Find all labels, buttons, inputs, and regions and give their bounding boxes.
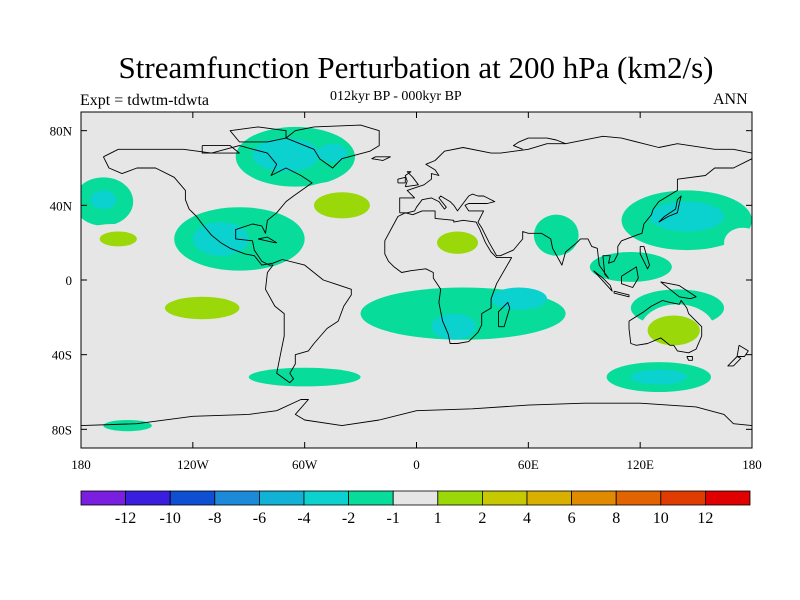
- x-tick-label-4: 60E: [518, 457, 539, 472]
- coastline-17: [660, 281, 697, 300]
- plot-title: Streamfunction Perturbation at 200 hPa (…: [118, 50, 714, 85]
- colorbar-label-9: 4: [523, 510, 531, 527]
- coastline-21: [81, 399, 752, 427]
- coastline-12: [658, 195, 682, 223]
- colorbar-box-2: [169, 490, 216, 506]
- field-region-2: [472, 134, 566, 165]
- field-region-31: [589, 251, 672, 282]
- field-region-39: [103, 420, 152, 432]
- colorbar-label-4: -4: [297, 510, 310, 527]
- colorbar-box-11: [571, 490, 617, 506]
- map-axes: 180 120W 60W 0 60E 120E 180 80N 40N 0 40S 80S: [50, 112, 762, 472]
- y-tick-label-0: 80N: [50, 124, 73, 139]
- coastline-16: [639, 245, 650, 270]
- field-region-18: [437, 231, 479, 254]
- coastline-5: [399, 135, 752, 279]
- field-region-12: [472, 156, 566, 191]
- colorbar-box-13: [660, 490, 706, 506]
- x-tick-label-1: 120W: [177, 457, 210, 472]
- colorbar-label-3: -6: [253, 510, 266, 527]
- field-region-35: [84, 339, 115, 370]
- coastline-1: [285, 124, 380, 169]
- x-tick-label-2: 60W: [292, 457, 318, 472]
- colorbar-label-11: 8: [612, 510, 620, 527]
- coastline-14: [613, 290, 630, 298]
- coastline-7: [498, 301, 511, 328]
- x-tick-label-0: 180: [71, 457, 91, 472]
- x-tick-label-3: 0: [413, 457, 420, 472]
- coastline-3: [229, 126, 287, 143]
- colorbar-box-14: [705, 490, 751, 506]
- streamfunction-field: [81, 126, 752, 432]
- field-region-32: [537, 321, 669, 359]
- colorbar: -12 -10 -8 -6 -4 -2 -1 1 2 4 6 8 10 12: [80, 490, 751, 527]
- colorbar-box-7: [392, 490, 439, 506]
- field-region-36: [248, 367, 361, 387]
- colorbar-label-1: -10: [160, 510, 181, 527]
- field-region-14: [99, 231, 137, 247]
- coastline-11: [727, 356, 742, 367]
- coastline-4: [201, 145, 240, 154]
- coastline-20: [258, 236, 278, 244]
- colorbar-label-10: 6: [568, 510, 576, 527]
- coastline-10: [736, 344, 749, 357]
- coastline-22: [512, 137, 566, 150]
- field-region-21: [649, 201, 725, 232]
- coastline-8: [628, 300, 703, 354]
- time-range-subtitle: 012kyr BP - 000kyr BP: [330, 89, 462, 104]
- coastlines: [81, 124, 752, 427]
- season-label: ANN: [713, 91, 748, 108]
- colorbar-label-13: 12: [697, 510, 713, 527]
- y-tick-label-2: 0: [66, 273, 73, 288]
- coastline-15: [621, 266, 639, 288]
- colorbar-label-8: 2: [478, 510, 486, 527]
- colorbar-box-9: [481, 490, 528, 506]
- field-region-8: [90, 190, 117, 210]
- colorbar-label-5: -2: [342, 510, 355, 527]
- field-region-25: [308, 274, 376, 305]
- colorbar-box-3: [214, 490, 260, 506]
- x-tick-label-5: 120E: [626, 457, 654, 472]
- field-region-10: [313, 192, 370, 219]
- colorbar-label-0: -12: [115, 510, 136, 527]
- field-region-16: [192, 222, 249, 256]
- coastline-19: [397, 176, 406, 184]
- field-region-11: [451, 177, 475, 193]
- coastline-0: [102, 145, 352, 384]
- colorbar-box-12: [615, 490, 662, 506]
- colorbar-box-6: [348, 490, 394, 506]
- colorbar-box-8: [437, 490, 483, 506]
- field-region-38: [630, 369, 687, 385]
- colorbar-box-5: [303, 490, 349, 506]
- coastline-6: [384, 210, 513, 344]
- coastline-2: [371, 156, 391, 161]
- coastline-18: [404, 171, 419, 188]
- colorbar-box-1: [125, 490, 171, 506]
- field-region-6: [317, 143, 348, 163]
- experiment-label: Expt = tdwtm-tdwta: [80, 92, 210, 109]
- colorbar-box-0: [80, 490, 126, 506]
- colorbar-box-10: [526, 490, 572, 506]
- field-region-26: [291, 304, 374, 338]
- x-tick-label-6: 180: [742, 457, 762, 472]
- coastline-13: [593, 270, 613, 292]
- y-tick-label-1: 40N: [50, 198, 73, 213]
- field-region-34: [647, 315, 700, 346]
- y-tick-label-3: 40S: [52, 348, 72, 363]
- coastline-9: [686, 356, 693, 361]
- field-region-5: [252, 138, 320, 172]
- y-tick-label-4: 80S: [52, 422, 72, 437]
- field-region-22: [724, 227, 752, 258]
- field-region-28: [431, 313, 477, 340]
- field-region-29: [491, 287, 547, 310]
- map-background: [81, 112, 752, 448]
- colorbar-label-12: 10: [653, 510, 669, 527]
- colorbar-label-6: -1: [387, 510, 400, 527]
- field-region-24: [164, 296, 240, 320]
- field-region-19: [533, 214, 579, 256]
- colorbar-box-4: [258, 490, 305, 506]
- colorbar-label-2: -8: [208, 510, 221, 527]
- colorbar-label-7: 1: [434, 510, 442, 527]
